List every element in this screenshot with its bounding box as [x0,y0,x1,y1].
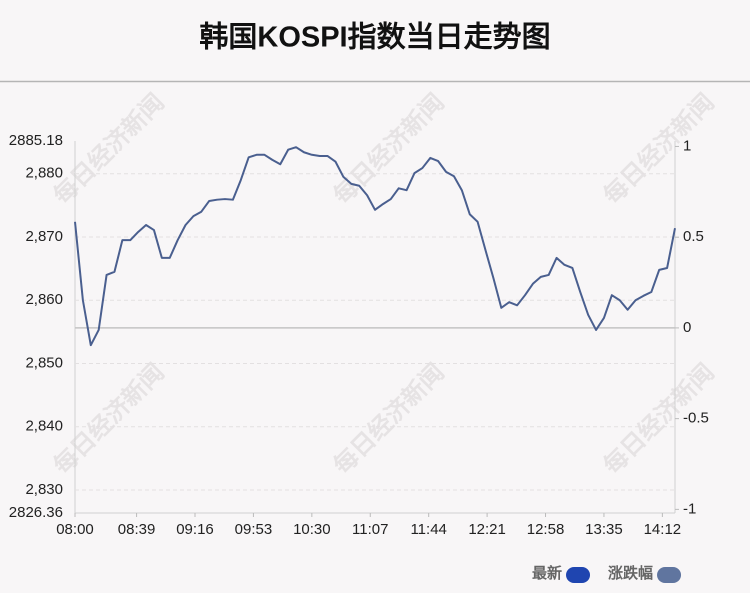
plot-area: 2826.36 2,830 2,840 2,850 2,860 2,870 2,880 288… [9,132,709,538]
x-tick-label: 12:21 [468,521,506,538]
y2-tick-label: 1 [683,137,691,154]
legend-swatch [657,567,682,583]
x-tick-label: 13:35 [585,521,623,538]
x-tick-label: 11:07 [352,521,388,538]
legend-swatch [566,567,591,583]
y2-tick-label: 0.5 [683,228,704,245]
x-tick-label: 12:58 [527,521,565,538]
y2-tick-label: -0.5 [683,410,709,427]
watermark: 每日经济新闻 [327,87,449,209]
watermark: 每日经济新闻 [47,357,169,479]
legend-label: 最新 [532,564,562,582]
watermark: 每日经济新闻 [47,87,169,209]
x-tick-label: 09:53 [235,521,273,538]
y2-tick-label: 0 [683,319,691,336]
legend-label: 涨跌幅 [608,564,653,582]
y-tick-label: 2,850 [25,354,63,371]
x-tick-label: 08:39 [118,521,156,538]
x-tick-label: 08:00 [56,521,94,538]
chart-title: 韩国KOSPI指数当日走势图 [199,21,550,54]
x-tick-label: 11:44 [410,521,446,538]
x-tick-label: 10:30 [293,521,331,538]
y-tick-label: 2,880 [25,165,63,182]
watermark: 每日经济新闻 [597,87,719,209]
y-tick-label: 2,860 [25,291,63,308]
y2-tick-label: -1 [683,500,696,517]
y-tick-label: 2,870 [25,228,63,245]
y-tick-label: 2,830 [25,481,63,498]
watermark: 每日经济新闻 [327,357,449,479]
x-tick-label: 14:12 [644,521,682,538]
y-tick-label: 2,840 [25,418,63,435]
legend: 最新 涨跌幅 [532,564,682,583]
y-tick-label: 2885.18 [9,132,63,149]
x-tick-label: 09:16 [176,521,214,538]
price-line [74,146,676,347]
y-tick-label: 2826.36 [9,504,63,521]
